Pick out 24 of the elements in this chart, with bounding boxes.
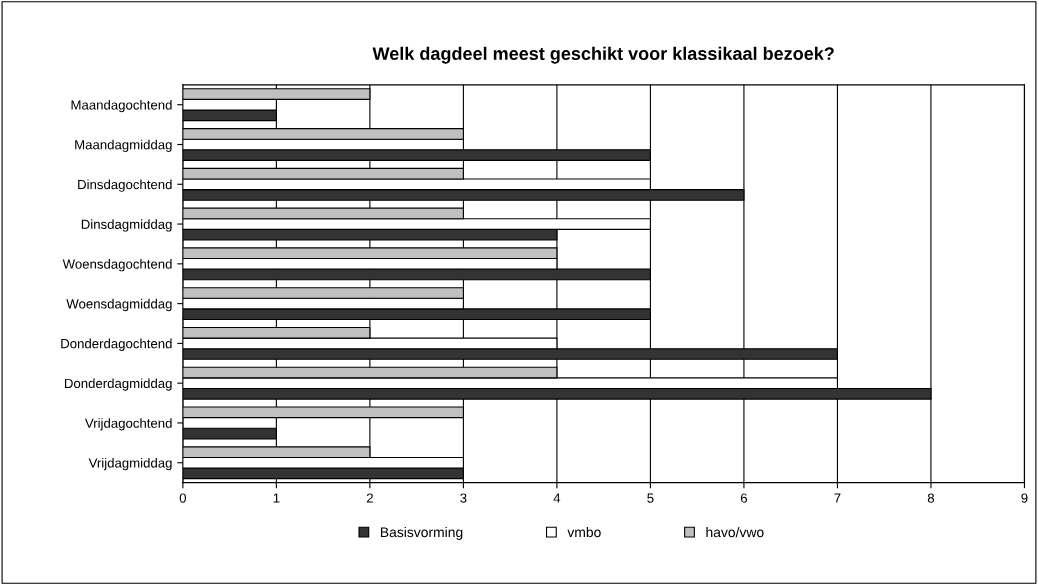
x-tick-label: 8 bbox=[927, 493, 935, 503]
x-tick-label: 1 bbox=[273, 493, 280, 503]
legend-label: havo/vwo bbox=[706, 526, 764, 538]
x-tick-label: 5 bbox=[647, 493, 654, 503]
legend-label: Basisvorming bbox=[380, 526, 463, 540]
y-tick-label: Woensdagochtend bbox=[62, 259, 172, 272]
x-tick-label: 4 bbox=[553, 493, 561, 503]
legend-label: vmbo bbox=[567, 526, 601, 538]
chart-title: Welk dagdeel meest geschikt voor klassikaal bezoek? bbox=[372, 46, 834, 64]
x-tick-label: 7 bbox=[834, 493, 841, 503]
y-tick-label: Vrijdagmiddag bbox=[88, 457, 172, 471]
y-tick-label: Maandagochtend bbox=[71, 99, 172, 113]
y-tick-label: Vrijdagochtend bbox=[84, 418, 172, 431]
y-tick-label: Dinsdagmiddag bbox=[81, 219, 172, 232]
x-tick-label: 0 bbox=[179, 493, 187, 503]
y-tick-label: Dinsdagochtend bbox=[78, 179, 172, 192]
y-tick-label: Donderdagmiddag bbox=[64, 378, 172, 391]
x-tick-label: 6 bbox=[740, 493, 748, 503]
x-tick-label: 3 bbox=[460, 493, 467, 503]
y-tick-label: Maandagmiddag bbox=[75, 139, 172, 153]
x-tick-label: 9 bbox=[1021, 493, 1028, 503]
x-tick-label: 2 bbox=[366, 493, 373, 503]
y-tick-label: Woensdagmiddag bbox=[66, 298, 172, 312]
y-tick-label: Donderdagochtend bbox=[61, 338, 172, 351]
